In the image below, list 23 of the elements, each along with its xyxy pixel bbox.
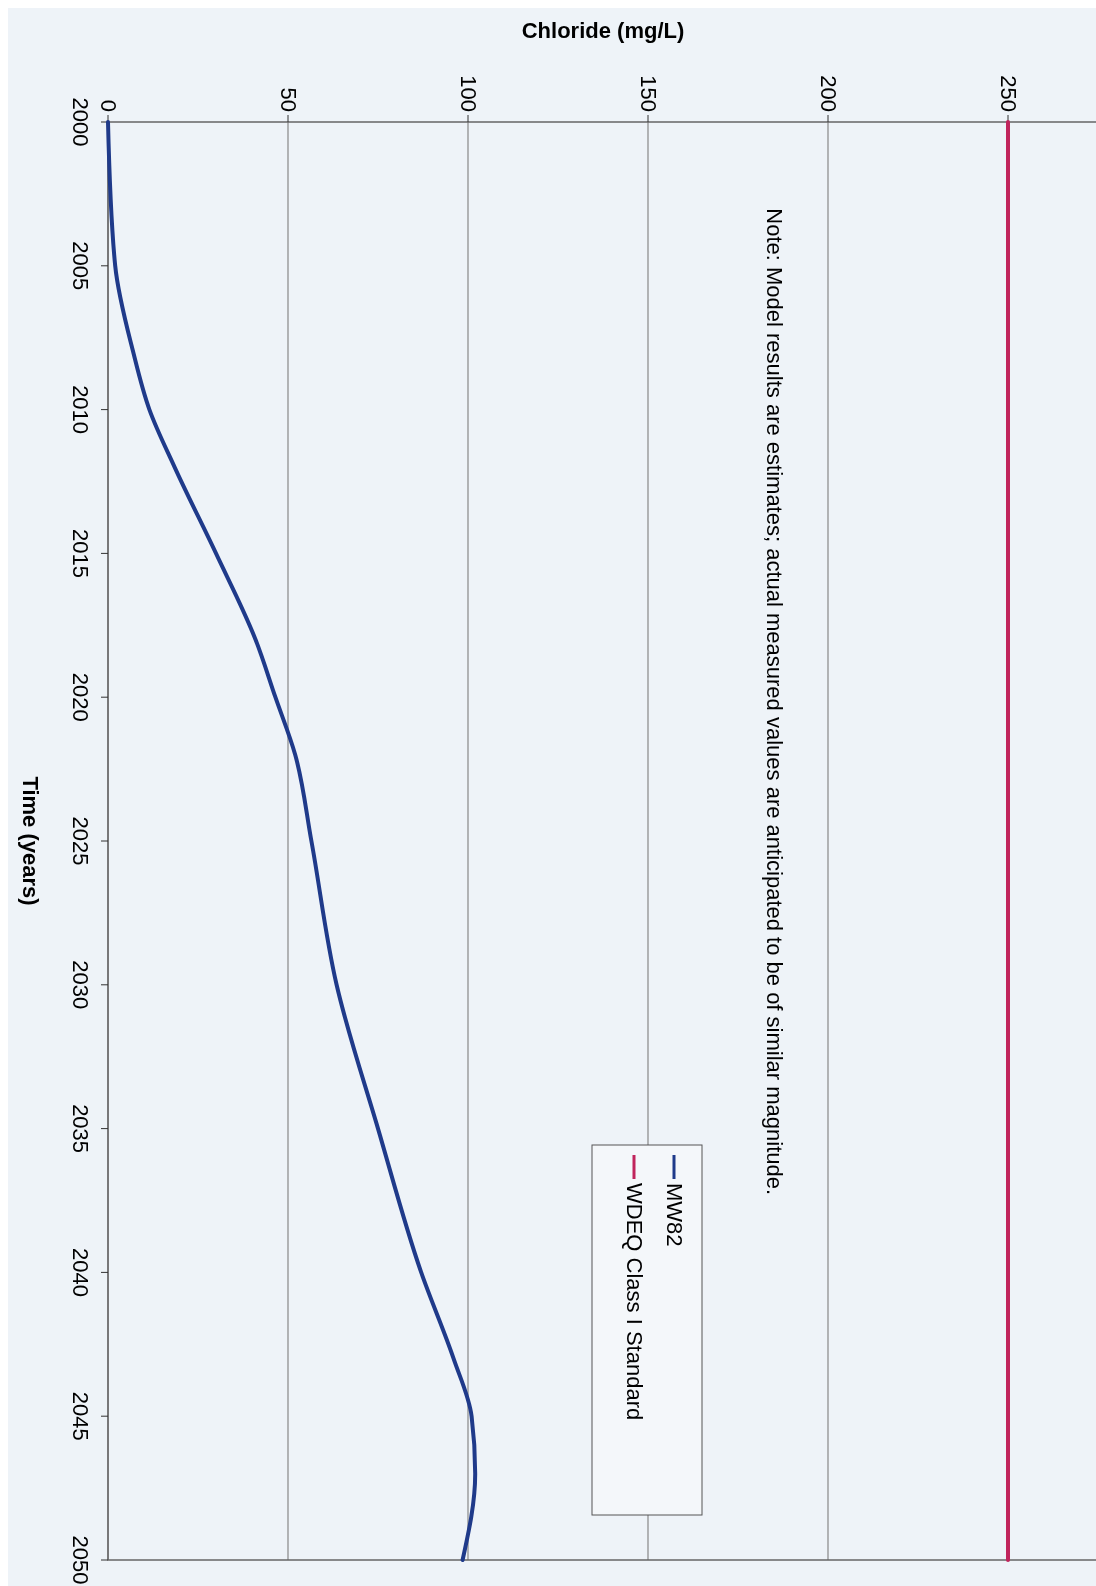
y-tick-label: 2035 <box>67 1104 93 1154</box>
y-axis-title: Time (years) <box>17 776 43 906</box>
x-tick-label: 50 <box>275 87 301 112</box>
y-tick-label: 2000 <box>67 97 93 147</box>
y-tick-label: 2050 <box>67 1535 93 1585</box>
annotation: Note: Model results are estimates; actual measured values are anticipated to be of similar magnitude. <box>761 208 787 1196</box>
x-tick-label: 150 <box>635 75 661 112</box>
y-tick-label: 2015 <box>67 528 93 578</box>
y-tick-label: 2020 <box>67 672 93 722</box>
y-tick-label: 2010 <box>67 385 93 435</box>
y-tick-label: 2040 <box>67 1247 93 1297</box>
legend-label: MW82 <box>661 1183 687 1247</box>
y-tick-label: 2025 <box>67 816 93 866</box>
legend-label: WDEQ Class I Standard <box>621 1183 647 1421</box>
x-tick-label: 200 <box>815 75 841 112</box>
y-tick-label: 2030 <box>67 960 93 1010</box>
x-tick-label: 0 <box>95 99 121 112</box>
x-tick-label: 100 <box>455 75 481 112</box>
x-tick-label: 250 <box>995 75 1021 112</box>
line-series <box>106 120 478 1562</box>
x-axis-title: Chloride (mg/L) <box>521 18 685 43</box>
y-tick-label: 2045 <box>67 1391 93 1441</box>
y-tick-label: 2005 <box>67 241 93 291</box>
